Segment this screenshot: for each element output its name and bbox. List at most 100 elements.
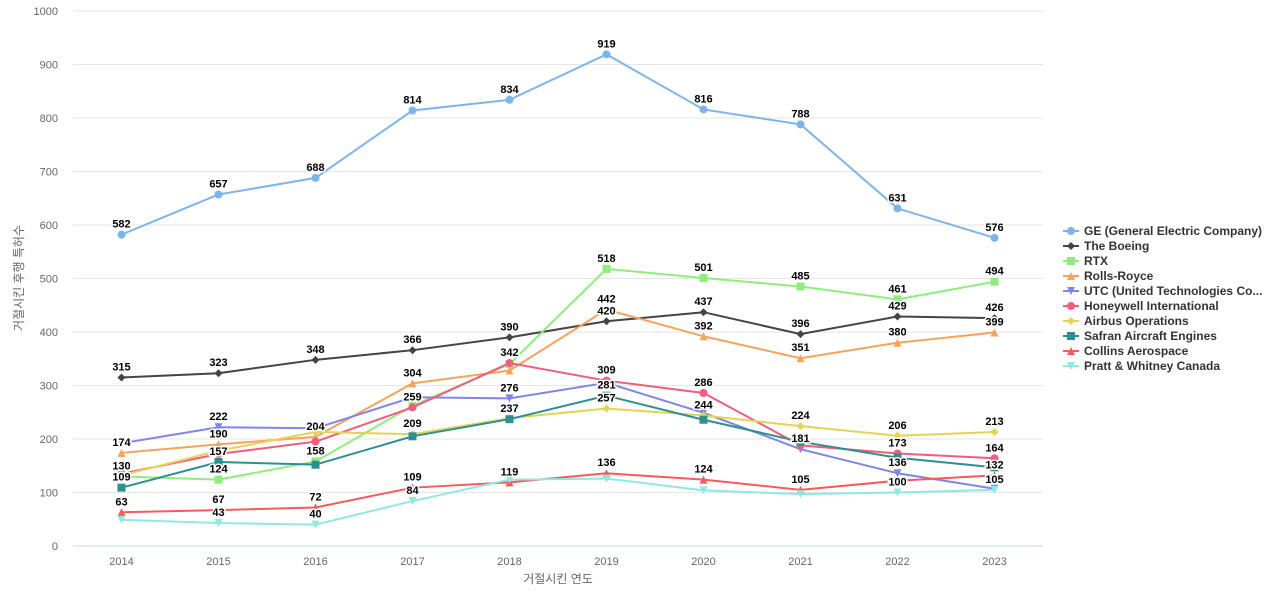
data-point bbox=[602, 264, 611, 273]
data-point bbox=[214, 446, 223, 455]
data-label: 224 bbox=[791, 410, 810, 422]
x-tick-label: 2020 bbox=[691, 556, 715, 568]
data-point bbox=[796, 490, 805, 499]
data-point bbox=[796, 354, 805, 363]
data-label: 105 bbox=[985, 474, 1003, 486]
legend-label: Collins Aerospace bbox=[1084, 344, 1189, 358]
data-point bbox=[214, 190, 223, 199]
data-label: 576 bbox=[985, 222, 1003, 234]
data-label: 442 bbox=[597, 294, 615, 306]
legend-label: The Boeing bbox=[1084, 239, 1149, 253]
data-label: 40 bbox=[309, 509, 321, 521]
data-point bbox=[214, 475, 223, 484]
legend-item: Airbus Operations bbox=[1063, 314, 1189, 328]
legend-item: Rolls-Royce bbox=[1063, 269, 1154, 283]
data-label: 132 bbox=[985, 459, 1003, 471]
data-label: 67 bbox=[212, 494, 224, 506]
data-point bbox=[796, 437, 805, 446]
data-point bbox=[311, 520, 320, 529]
legend-label: Airbus Operations bbox=[1084, 314, 1189, 328]
data-label: 399 bbox=[985, 317, 1003, 329]
data-label: 286 bbox=[694, 377, 712, 389]
data-point bbox=[311, 437, 320, 446]
legend-item: GE (General Electric Company) bbox=[1063, 224, 1262, 238]
data-point bbox=[990, 328, 999, 337]
data-point bbox=[311, 428, 320, 437]
data-label: 173 bbox=[888, 437, 906, 449]
legend-marker bbox=[1067, 272, 1075, 280]
data-point bbox=[602, 305, 611, 314]
data-point bbox=[117, 471, 126, 480]
data-label: 351 bbox=[791, 342, 809, 354]
data-label: 582 bbox=[112, 219, 130, 231]
series-9 bbox=[117, 474, 999, 529]
x-axis-ticks: 2014 2015 2016 2017 2018 2019 2020 2021 2022 2023 bbox=[109, 556, 1006, 568]
series-7 bbox=[117, 391, 999, 492]
data-point bbox=[214, 440, 223, 449]
data-label: 366 bbox=[403, 334, 421, 346]
data-point bbox=[214, 458, 223, 467]
legend-marker bbox=[1067, 347, 1075, 355]
legend-item: UTC (United Technologies Co... bbox=[1063, 284, 1262, 298]
data-label: 323 bbox=[209, 357, 227, 369]
legend-label: Pratt & Whitney Canada bbox=[1084, 359, 1220, 373]
legend-label: Rolls-Royce bbox=[1084, 269, 1154, 283]
data-label: 380 bbox=[888, 327, 906, 339]
data-point bbox=[214, 518, 223, 527]
data-label: 315 bbox=[112, 361, 130, 373]
data-label: 420 bbox=[597, 305, 615, 317]
data-point bbox=[796, 422, 805, 431]
data-point bbox=[893, 204, 902, 213]
data-point bbox=[893, 453, 902, 462]
y-tick-label: 600 bbox=[40, 220, 58, 232]
data-label: 181 bbox=[791, 433, 809, 445]
x-tick-label: 2018 bbox=[497, 556, 521, 568]
legend-item: Collins Aerospace bbox=[1063, 344, 1189, 358]
data-point bbox=[990, 454, 999, 463]
series-line bbox=[121, 53, 995, 239]
data-label: 816 bbox=[694, 93, 712, 105]
data-label: 105 bbox=[791, 474, 809, 486]
data-label: 222 bbox=[209, 411, 227, 423]
legend-item: The Boeing bbox=[1063, 239, 1149, 253]
data-point bbox=[117, 448, 126, 457]
data-label: 631 bbox=[888, 192, 906, 204]
data-label: 164 bbox=[985, 442, 1004, 454]
data-point bbox=[408, 393, 417, 402]
data-point bbox=[699, 273, 708, 282]
data-label: 392 bbox=[694, 320, 712, 332]
data-point bbox=[602, 376, 611, 385]
data-label: 136 bbox=[888, 457, 906, 469]
data-label: 84 bbox=[406, 485, 419, 497]
legend-label: GE (General Electric Company) bbox=[1084, 224, 1262, 238]
data-label: 309 bbox=[597, 365, 615, 377]
series-3 bbox=[117, 305, 999, 457]
data-point bbox=[602, 391, 611, 400]
series-group bbox=[117, 50, 999, 529]
data-point bbox=[699, 105, 708, 114]
legend-item: Honeywell International bbox=[1063, 299, 1219, 313]
data-label: 119 bbox=[501, 466, 519, 478]
data-label: 348 bbox=[306, 344, 324, 356]
y-tick-label: 900 bbox=[40, 60, 58, 72]
data-point bbox=[311, 460, 320, 469]
data-point bbox=[699, 475, 708, 484]
data-point bbox=[505, 475, 514, 484]
data-point bbox=[893, 431, 902, 440]
legend-label: UTC (United Technologies Co... bbox=[1084, 284, 1262, 298]
data-label: 788 bbox=[791, 108, 809, 120]
data-point bbox=[117, 508, 126, 517]
data-label: 206 bbox=[888, 420, 906, 432]
data-label: 919 bbox=[597, 38, 615, 50]
x-tick-label: 2019 bbox=[594, 556, 618, 568]
data-label: 63 bbox=[115, 496, 127, 508]
data-point bbox=[699, 415, 708, 424]
data-point bbox=[893, 312, 902, 321]
data-point bbox=[602, 50, 611, 59]
data-point bbox=[408, 483, 417, 492]
legend-label: Safran Aircraft Engines bbox=[1084, 329, 1217, 343]
data-point bbox=[505, 415, 514, 424]
x-tick-label: 2021 bbox=[788, 556, 812, 568]
legend-label: Honeywell International bbox=[1084, 299, 1219, 313]
